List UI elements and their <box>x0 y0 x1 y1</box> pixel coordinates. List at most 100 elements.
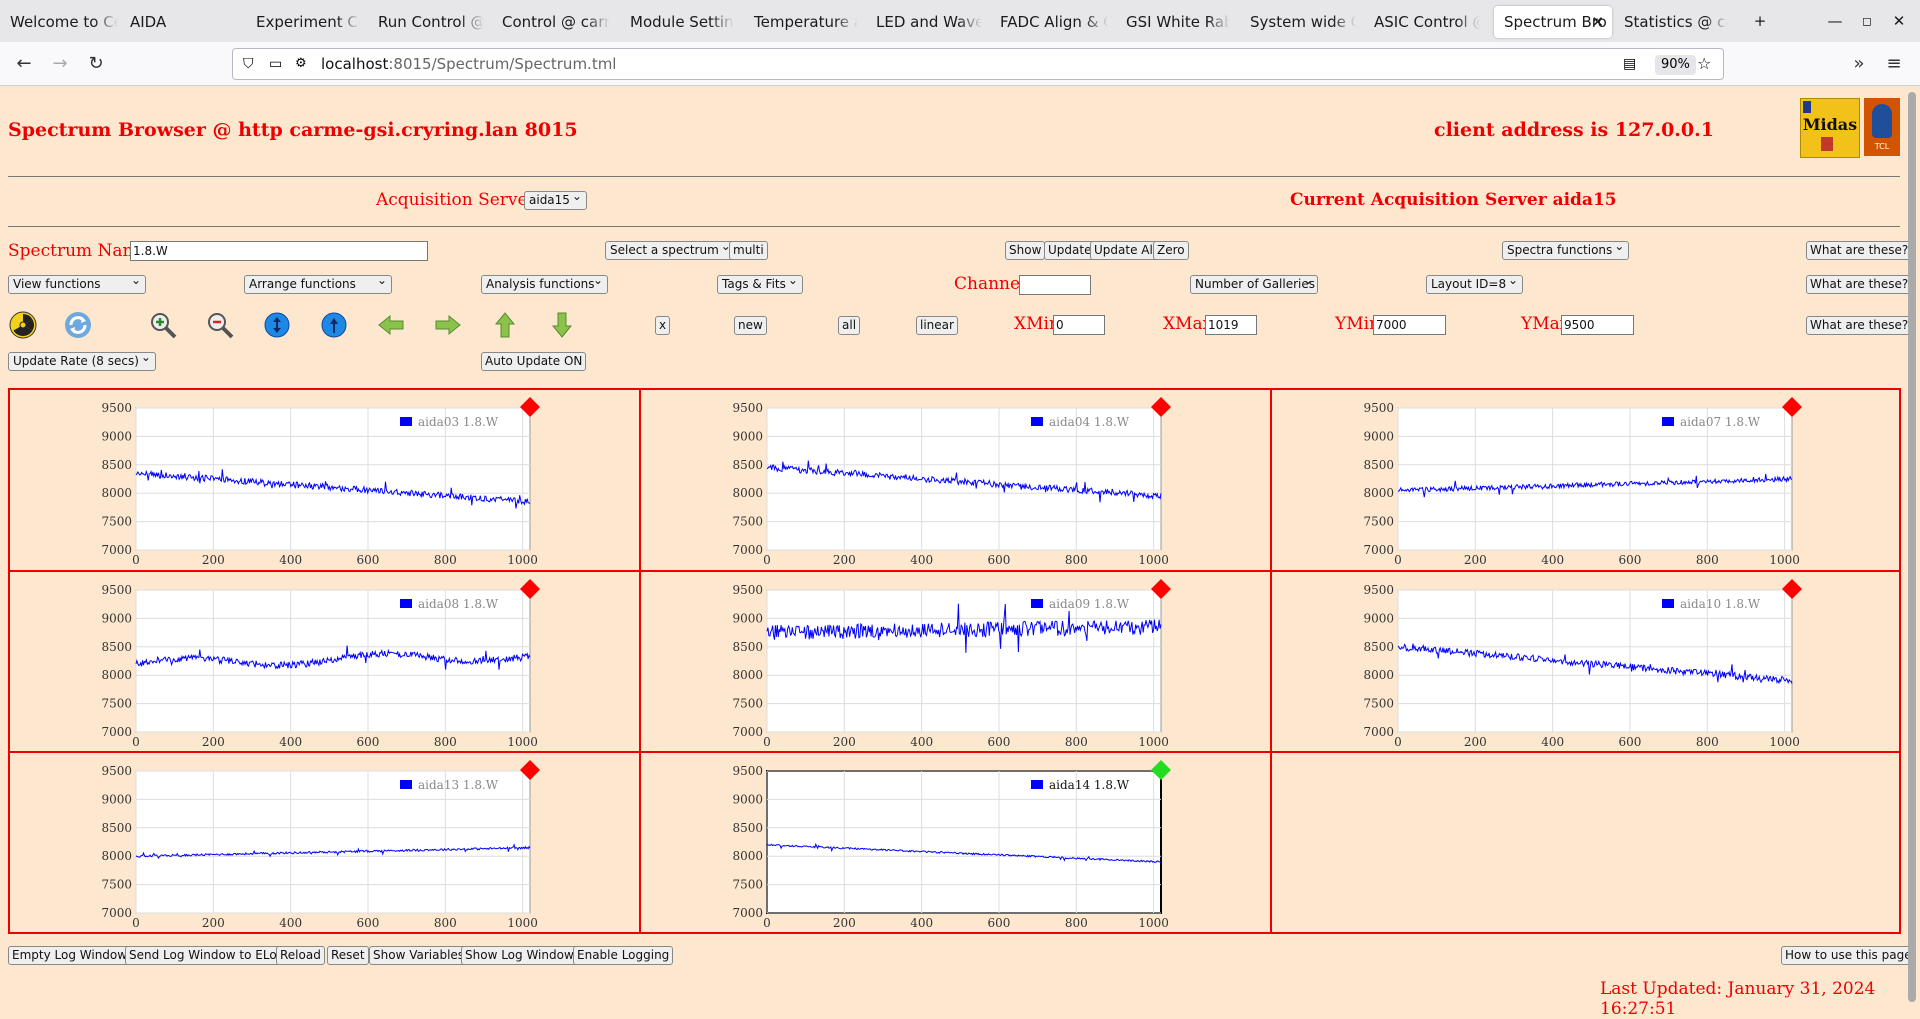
arrange-functions-dropdown[interactable]: Arrange functions <box>244 272 392 294</box>
view-functions-dropdown[interactable]: View functions <box>8 272 146 294</box>
arrow-right-icon[interactable] <box>433 310 463 340</box>
number-of-galleries-dropdown[interactable]: Number of Galleries <box>1190 272 1318 294</box>
arrow-up-icon[interactable] <box>490 310 520 340</box>
arrow-down-icon[interactable] <box>547 310 577 340</box>
browser-tab[interactable]: FADC Align & C <box>990 6 1108 38</box>
spectrum-panel[interactable]: 7000 7500 8000 8500 9000 9500 0 200 400 600 800 100… <box>10 753 640 933</box>
acq-servers-label: Acquisition Servers <box>376 190 545 210</box>
spectrum-chart[interactable]: 7000 7500 8000 8500 9000 9500 0 200 400 600 800 100… <box>10 572 638 752</box>
url-bar[interactable]: ⛉ ▭ ⚙ localhost:8015/Spectrum/Spectrum.t… <box>232 48 1724 80</box>
forward-icon[interactable]: → <box>52 53 68 74</box>
ymin-input[interactable]: 7000 <box>1373 315 1446 335</box>
spectrum-chart[interactable]: 7000 7500 8000 8500 9000 9500 0 200 400 600 800 100… <box>10 390 638 570</box>
browser-tab[interactable]: ASIC Control @ <box>1364 6 1480 38</box>
expand-y-icon[interactable] <box>262 310 292 340</box>
arrow-left-icon[interactable] <box>376 310 406 340</box>
spectrum-chart[interactable]: 7000 7500 8000 8500 9000 9500 0 200 400 600 800 100… <box>641 572 1269 752</box>
what-are-these-button[interactable]: What are these? <box>1806 316 1913 335</box>
close-window-icon[interactable]: ✕ <box>1892 12 1906 30</box>
spectrum-chart[interactable]: 7000 7500 8000 8500 9000 9500 0 200 400 600 800 100… <box>1272 572 1900 752</box>
browser-tab[interactable]: Statistics @ car <box>1614 6 1728 38</box>
send-log-elog-button[interactable]: Send Log Window to ELog <box>125 946 289 965</box>
app-menu-icon[interactable]: ≡ <box>1886 53 1902 74</box>
linear-button[interactable]: linear <box>916 316 958 335</box>
auto-update-button[interactable]: Auto Update ON <box>481 352 587 371</box>
browser-tab[interactable]: AIDA <box>120 6 238 38</box>
multi-button[interactable]: multi <box>729 241 768 260</box>
browser-tab[interactable]: Welcome to Ce <box>0 6 118 38</box>
tags-fits-dropdown[interactable]: Tags & Fits <box>717 272 803 294</box>
xmin-input[interactable]: 0 <box>1053 315 1105 335</box>
x-button[interactable]: x <box>655 316 671 335</box>
reload-button[interactable]: Reload <box>276 946 325 965</box>
spectra-functions-dropdown[interactable]: Spectra functions <box>1502 238 1630 260</box>
ymax-input[interactable]: 9500 <box>1561 315 1634 335</box>
update-rate-dropdown[interactable]: Update Rate (8 secs) <box>8 349 156 371</box>
zoom-level[interactable]: 90% <box>1655 55 1696 75</box>
spectrum-panel[interactable]: 7000 7500 8000 8500 9000 9500 0 200 400 600 800 100… <box>1272 390 1902 570</box>
x-tick-label: 1000 <box>507 553 538 567</box>
browser-tab[interactable]: LED and Wavefo <box>866 6 982 38</box>
new-tab-button[interactable]: + <box>1753 12 1767 30</box>
spectrum-chart[interactable]: 7000 7500 8000 8500 9000 9500 0 200 400 600 800 100… <box>10 753 638 933</box>
maximize-icon[interactable]: ◻ <box>1862 14 1872 28</box>
browser-tab[interactable]: GSI White Rabb <box>1116 6 1230 38</box>
acq-server-select[interactable]: aida15 <box>524 188 587 210</box>
spectrum-panel[interactable]: 7000 7500 8000 8500 9000 9500 0 200 400 600 800 100… <box>10 572 640 752</box>
grid-divider <box>1270 390 1272 932</box>
spectrum-chart[interactable]: 7000 7500 8000 8500 9000 9500 0 200 400 600 800 100… <box>641 753 1269 933</box>
spectrum-panel[interactable]: 7000 7500 8000 8500 9000 9500 0 200 400 600 800 100… <box>1272 572 1902 752</box>
x-tick-label: 600 <box>988 916 1011 930</box>
browser-tab[interactable]: Control @ carm <box>492 6 610 38</box>
zoom-out-icon[interactable] <box>205 310 235 340</box>
overflow-menu-icon[interactable]: » <box>1853 53 1865 74</box>
x-tick-label: 200 <box>833 735 856 749</box>
browser-tab[interactable]: System wide Ch <box>1240 6 1356 38</box>
new-button[interactable]: new <box>734 316 767 335</box>
collapse-y-icon[interactable] <box>319 310 349 340</box>
reader-mode-icon[interactable]: ▤ <box>1623 56 1637 72</box>
spectrum-chart[interactable]: 7000 7500 8000 8500 9000 9500 0 200 400 600 800 100… <box>1272 390 1900 570</box>
browser-tab[interactable]: Experiment Con <box>246 6 360 38</box>
show-log-window-button[interactable]: Show Log Window <box>461 946 578 965</box>
browser-tab[interactable]: Run Control @ c <box>368 6 484 38</box>
what-are-these-button[interactable]: What are these? <box>1806 241 1913 260</box>
what-are-these-button[interactable]: What are these? <box>1806 275 1913 294</box>
channel-input[interactable] <box>1019 275 1091 295</box>
refresh-icon[interactable] <box>63 310 93 340</box>
update-button[interactable]: Update <box>1044 241 1096 260</box>
spectrum-panel[interactable]: 7000 7500 8000 8500 9000 9500 0 200 400 600 800 100… <box>10 390 640 570</box>
zoom-in-icon[interactable] <box>148 310 178 340</box>
zero-button[interactable]: Zero <box>1153 241 1189 260</box>
xmax-input[interactable]: 1019 <box>1205 315 1257 335</box>
all-button[interactable]: all <box>838 316 861 335</box>
spectrum-panel[interactable]: 7000 7500 8000 8500 9000 9500 0 200 400 600 800 100… <box>641 572 1271 752</box>
empty-log-button[interactable]: Empty Log Window <box>8 946 132 965</box>
enable-logging-button[interactable]: Enable Logging <box>573 946 674 965</box>
spectrum-panel[interactable]: 7000 7500 8000 8500 9000 9500 0 200 400 600 800 100… <box>641 390 1271 570</box>
back-icon[interactable]: ← <box>16 53 32 74</box>
browser-tab[interactable]: Temperature an <box>744 6 858 38</box>
page-scrollbar[interactable] <box>1908 92 1916 1002</box>
spectrum-name-input[interactable]: 1.8.W <box>130 241 428 261</box>
browser-tab-label: Temperature an <box>754 13 858 31</box>
show-variables-button[interactable]: Show Variables <box>369 946 469 965</box>
permissions-icon[interactable]: ⚙ <box>295 56 307 71</box>
update-all-button[interactable]: Update All <box>1090 241 1161 260</box>
spectrum-chart[interactable]: 7000 7500 8000 8500 9000 9500 0 200 400 600 800 100… <box>641 390 1269 570</box>
x-tick-label: 400 <box>279 553 302 567</box>
analysis-functions-dropdown[interactable]: Analysis functions <box>481 272 608 294</box>
layout-dropdown[interactable]: Layout ID=8 <box>1426 272 1524 294</box>
reset-button[interactable]: Reset <box>327 946 369 965</box>
how-to-use-button[interactable]: How to use this page <box>1781 946 1916 965</box>
minimize-icon[interactable]: — <box>1827 12 1843 30</box>
reload-icon[interactable]: ↻ <box>88 53 104 74</box>
select-spectrum-dropdown[interactable]: Select a spectrum <box>605 238 736 260</box>
bookmark-star-icon[interactable]: ☆ <box>1697 54 1712 73</box>
show-button[interactable]: Show <box>1005 241 1046 260</box>
close-tab-icon[interactable]: ✕ <box>1591 13 1604 31</box>
browser-tab[interactable]: Module Setting <box>620 6 734 38</box>
browser-tab[interactable]: Spectrum Bro ✕ <box>1494 6 1612 38</box>
spectrum-panel[interactable]: 7000 7500 8000 8500 9000 9500 0 200 400 600 800 100… <box>641 753 1271 933</box>
radiation-icon[interactable] <box>8 310 38 340</box>
